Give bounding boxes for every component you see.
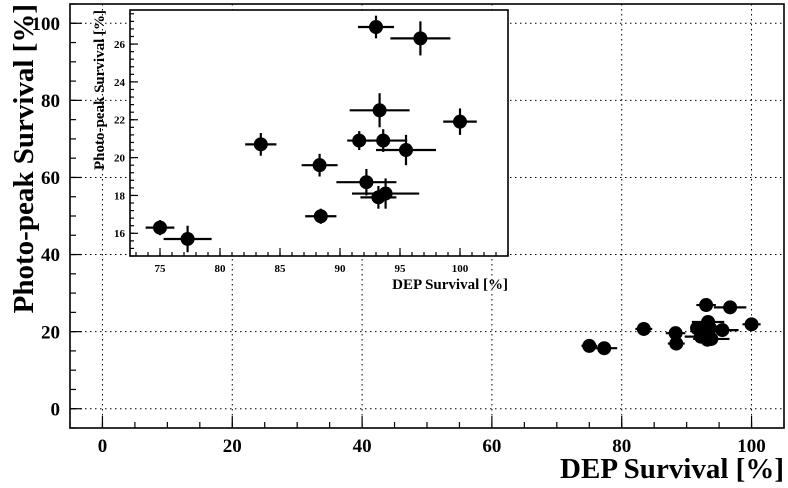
x-tick-label-75: 75 bbox=[155, 263, 167, 275]
y-tick-label-0: 0 bbox=[51, 399, 61, 420]
data-point-1 bbox=[163, 225, 212, 253]
y-tick-label-80: 80 bbox=[41, 91, 60, 112]
data-point-10 bbox=[359, 129, 408, 152]
marker bbox=[636, 321, 651, 336]
main-x-axis-title: DEP Survival [%] bbox=[560, 453, 784, 485]
y-tick-label-100: 100 bbox=[32, 14, 61, 35]
data-point-3 bbox=[301, 153, 338, 177]
x-tick-label-95: 95 bbox=[395, 263, 407, 275]
marker bbox=[359, 175, 374, 190]
y-tick-label-22: 22 bbox=[114, 115, 126, 127]
data-point-14 bbox=[742, 317, 761, 332]
marker bbox=[668, 326, 683, 341]
marker bbox=[704, 331, 719, 346]
marker bbox=[153, 220, 167, 235]
x-tick-label-100: 100 bbox=[452, 263, 469, 275]
data-point-3 bbox=[665, 326, 686, 341]
marker bbox=[378, 186, 393, 201]
x-tick-label-85: 85 bbox=[275, 263, 287, 275]
inset-y-axis-title: Photo-peak Survival [%] bbox=[92, 10, 108, 170]
marker bbox=[669, 336, 684, 351]
main-points bbox=[581, 298, 761, 356]
data-point-9 bbox=[349, 93, 410, 128]
marker bbox=[253, 137, 268, 152]
x-tick-label-100: 100 bbox=[737, 436, 766, 457]
data-point-12 bbox=[376, 134, 436, 166]
marker bbox=[372, 103, 387, 118]
data-point-11 bbox=[693, 331, 730, 346]
marker bbox=[703, 321, 718, 336]
y-tick-label-60: 60 bbox=[41, 168, 60, 189]
y-tick-label-20: 20 bbox=[41, 322, 60, 343]
x-tick-label-0: 0 bbox=[98, 436, 108, 457]
inset-plot: 75 80 85 90 95 100 16 18 20 22 24 26 DEP Survival [… bbox=[92, 9, 509, 293]
marker bbox=[453, 114, 467, 129]
data-point-1 bbox=[591, 341, 618, 356]
marker bbox=[369, 20, 383, 35]
y-tick-label-24: 24 bbox=[114, 77, 126, 89]
x-tick-label-20: 20 bbox=[223, 436, 242, 457]
inset-points bbox=[145, 15, 477, 253]
marker bbox=[715, 323, 730, 338]
data-point-12 bbox=[706, 323, 739, 338]
main-plot-frame bbox=[69, 3, 785, 429]
main-ticks: 0 20 40 60 80 100 0 20 40 60 80 100 bbox=[32, 3, 785, 457]
x-tick-label-60: 60 bbox=[482, 436, 501, 457]
data-point-11 bbox=[352, 178, 420, 209]
y-tick-label-18: 18 bbox=[114, 190, 126, 202]
y-tick-label-40: 40 bbox=[41, 245, 60, 266]
data-point-4 bbox=[305, 208, 337, 224]
y-tick-label-26: 26 bbox=[114, 39, 126, 51]
data-point-0 bbox=[581, 338, 598, 353]
marker bbox=[582, 338, 597, 353]
x-tick-label-90: 90 bbox=[335, 263, 347, 275]
marker bbox=[180, 231, 195, 246]
marker bbox=[313, 209, 328, 224]
marker bbox=[312, 158, 327, 173]
marker bbox=[413, 31, 428, 46]
marker bbox=[597, 341, 612, 356]
main-plot: 0 20 40 60 80 100 0 20 40 60 80 100 DEP Survival [%… bbox=[8, 3, 785, 485]
inset-x-axis-title: DEP Survival [%] bbox=[392, 277, 508, 293]
x-tick-label-80: 80 bbox=[215, 263, 227, 275]
y-tick-label-16: 16 bbox=[114, 228, 126, 240]
marker bbox=[699, 298, 714, 313]
data-point-2 bbox=[635, 321, 653, 336]
main-y-axis-title: Photo-peak Survival [%] bbox=[8, 4, 40, 313]
inset-plot-frame bbox=[129, 9, 509, 257]
marker bbox=[723, 300, 738, 315]
data-point-2 bbox=[245, 133, 277, 156]
data-point-13 bbox=[713, 300, 747, 315]
data-point-4 bbox=[667, 336, 685, 351]
data-point-7 bbox=[358, 15, 394, 39]
inset-ticks: 75 80 85 90 95 100 16 18 20 22 24 26 bbox=[114, 13, 509, 275]
marker bbox=[376, 133, 391, 148]
x-tick-label-80: 80 bbox=[612, 436, 631, 457]
marker bbox=[399, 143, 413, 158]
data-point-14 bbox=[443, 108, 477, 135]
x-tick-label-40: 40 bbox=[353, 436, 372, 457]
marker bbox=[744, 317, 759, 332]
data-point-0 bbox=[145, 220, 175, 236]
data-point-7 bbox=[696, 298, 716, 313]
data-point-13 bbox=[390, 21, 451, 56]
y-tick-label-20: 20 bbox=[114, 152, 126, 164]
